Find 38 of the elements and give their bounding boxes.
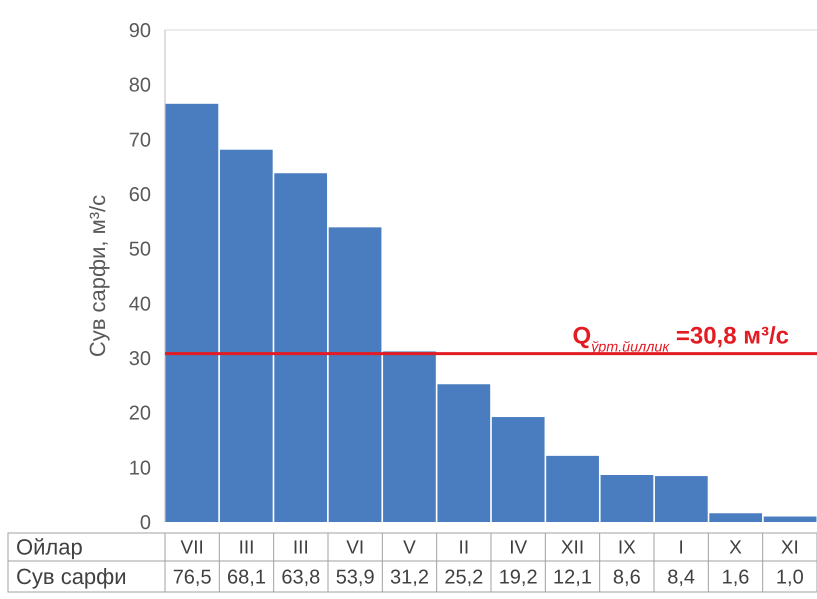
y-tick-label: 90 bbox=[128, 20, 151, 42]
x-tick-label: VI bbox=[346, 538, 364, 559]
x-axis-title: Ойлар bbox=[16, 534, 83, 560]
x-tick-label: III bbox=[238, 538, 254, 559]
data-label: 76,5 bbox=[172, 566, 212, 588]
data-label: 1,0 bbox=[776, 566, 804, 588]
y-tick-label: 60 bbox=[128, 184, 151, 206]
x-tick-label: III bbox=[292, 538, 309, 559]
data-label: 53,9 bbox=[336, 566, 375, 588]
data-label: 1,6 bbox=[722, 566, 750, 588]
x-tick-label: IV bbox=[509, 538, 528, 559]
y-tick-label: 20 bbox=[128, 402, 151, 425]
data-label: 31,2 bbox=[390, 566, 429, 588]
y-tick-label: 30 bbox=[128, 348, 151, 370]
y-tick-label: 50 bbox=[128, 238, 151, 261]
data-label: 8,6 bbox=[612, 566, 641, 588]
x-tick-label: I bbox=[678, 538, 684, 559]
data-label: 63,8 bbox=[281, 566, 320, 588]
y-tick-label: 70 bbox=[128, 129, 151, 152]
data-label: 12,1 bbox=[553, 566, 592, 588]
y-tick-label: 80 bbox=[128, 74, 151, 97]
x-tick-label: XI bbox=[780, 538, 799, 559]
x-tick-label: V bbox=[403, 538, 416, 559]
data-label: 68,1 bbox=[227, 566, 266, 588]
data-label: 25,2 bbox=[444, 566, 484, 588]
x-tick-label: XII bbox=[560, 538, 584, 559]
x-tick-label: II bbox=[458, 538, 470, 559]
data-label: 19,2 bbox=[498, 566, 538, 588]
x-tick-label: VII bbox=[180, 538, 204, 559]
y-tick-label: 10 bbox=[128, 457, 151, 480]
y-tick-label: 40 bbox=[128, 293, 151, 316]
y-axis-title: Сув сарфи, м³/с bbox=[85, 194, 110, 358]
x-tick-label: IX bbox=[618, 538, 636, 559]
ref-line-label: Q$_{ўрт.йиллик}$ =30,8 м³/с bbox=[572, 322, 789, 356]
data-label: 8,4 bbox=[667, 566, 696, 588]
text: Сув сарфи bbox=[16, 564, 127, 590]
y-tick-label: 0 bbox=[140, 512, 151, 534]
x-tick-label: X bbox=[729, 538, 742, 559]
